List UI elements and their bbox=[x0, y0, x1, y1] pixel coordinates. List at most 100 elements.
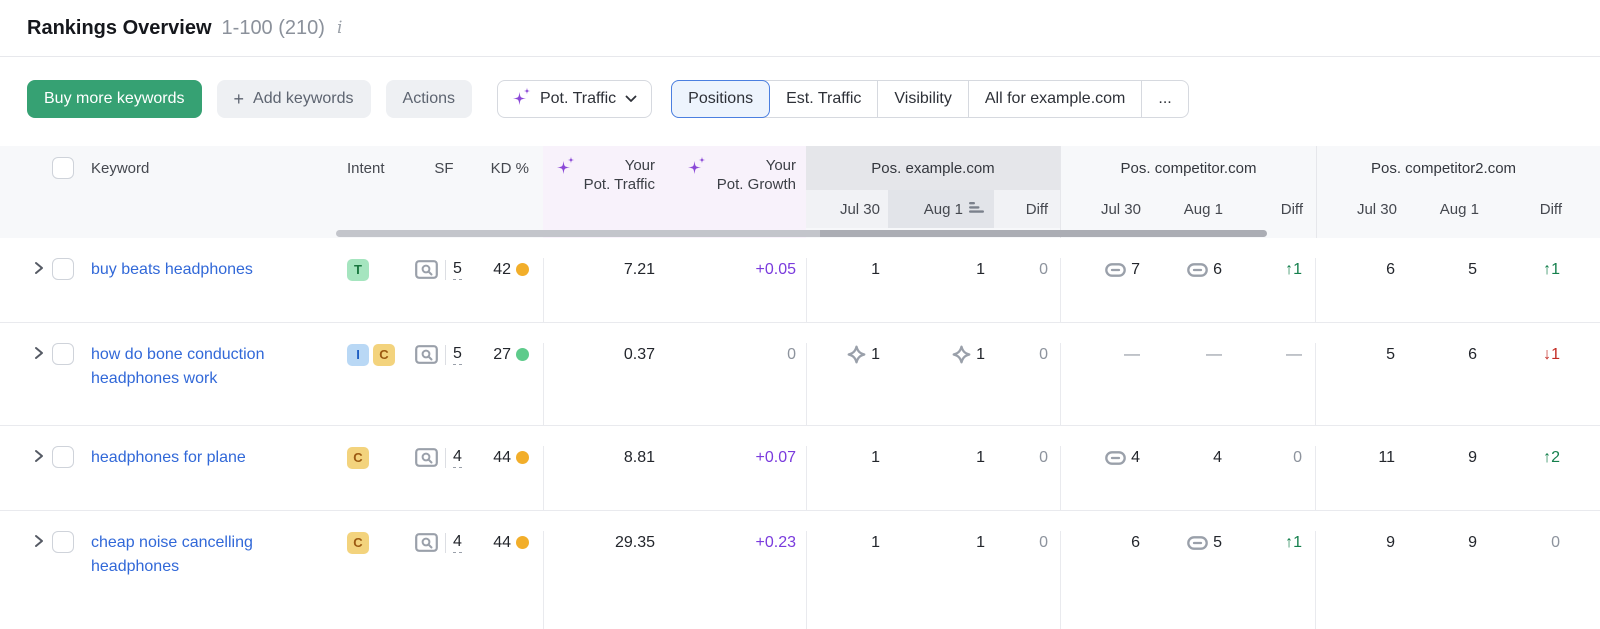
row-checkbox[interactable] bbox=[52, 531, 74, 553]
competitor2-aug1-cell: 5 bbox=[1405, 258, 1487, 322]
keyword-link[interactable]: headphones for plane bbox=[91, 449, 246, 466]
kd-difficulty-dot bbox=[516, 348, 529, 361]
serp-preview-icon[interactable] bbox=[415, 533, 438, 552]
column-header-example-diff[interactable]: Diff bbox=[994, 190, 1060, 228]
position-value: 1 bbox=[976, 448, 985, 466]
pot-traffic-value: 0.37 bbox=[623, 345, 655, 363]
result-range: 1-100 (210) bbox=[221, 16, 325, 39]
position-value: ↑1 bbox=[1285, 533, 1302, 551]
serp-features-cell: 4 bbox=[408, 446, 480, 510]
intent-badge-informational: I bbox=[347, 343, 369, 366]
column-header-pot-traffic[interactable]: Your Pot. Traffic bbox=[543, 146, 668, 238]
intent-badge-commercial: C bbox=[347, 531, 369, 554]
column-header-pot-growth[interactable]: Your Pot. Growth bbox=[668, 146, 806, 238]
keyword-link[interactable]: cheap noise cancelling headphones bbox=[91, 534, 253, 575]
kd-cell: 27 bbox=[480, 343, 543, 425]
column-header-example-aug1[interactable]: Aug 1 bbox=[888, 190, 994, 228]
position-value: 6 bbox=[1468, 345, 1477, 363]
expand-row-chevron-icon[interactable] bbox=[32, 534, 45, 548]
column-header-example-jul30[interactable]: Jul 30 bbox=[806, 190, 888, 228]
expand-row-chevron-icon[interactable] bbox=[32, 449, 45, 463]
column-header-competitor-aug1[interactable]: Aug 1 bbox=[1183, 200, 1223, 218]
competitor-jul30-cell: — bbox=[1060, 343, 1150, 425]
tab-est-traffic[interactable]: Est. Traffic bbox=[786, 90, 862, 107]
kd-cell: 44 bbox=[480, 446, 543, 510]
position-value: 0 bbox=[1039, 448, 1048, 466]
position-value: — bbox=[1124, 345, 1140, 363]
competitor-diff-cell: — bbox=[1232, 343, 1315, 425]
column-header-competitor2-diff[interactable]: Diff bbox=[1539, 200, 1562, 218]
intent-cell: C bbox=[336, 446, 408, 510]
group-title-competitor2: Pos. competitor2.com bbox=[1370, 159, 1517, 177]
column-header-keyword[interactable]: Keyword bbox=[91, 159, 150, 177]
pot-growth-value: +0.07 bbox=[755, 448, 796, 466]
page-header: Rankings Overview 1-100 (210) i bbox=[0, 0, 1600, 57]
sf-count[interactable]: 4 bbox=[453, 447, 462, 468]
example-aug1-cell: 1 bbox=[888, 446, 994, 510]
horizontal-scrollbar[interactable] bbox=[336, 230, 1267, 237]
table-body: buy beats headphones T 5 42 7.21 +0.05 1 1 0 7 6 ↑1… bbox=[0, 238, 1600, 629]
pot-traffic-cell: 29.35 bbox=[543, 531, 668, 629]
intent-badge-commercial: C bbox=[347, 446, 369, 469]
intent-cell: T bbox=[336, 258, 408, 322]
tab-visibility[interactable]: Visibility bbox=[877, 81, 968, 117]
row-expand bbox=[27, 343, 52, 425]
keyword-link[interactable]: buy beats headphones bbox=[91, 261, 253, 278]
expand-row-chevron-icon[interactable] bbox=[32, 346, 45, 360]
column-header-sf[interactable]: SF bbox=[434, 159, 454, 177]
position-value: 1 bbox=[871, 260, 880, 278]
expand-row-chevron-icon[interactable] bbox=[32, 261, 45, 275]
serp-preview-icon[interactable] bbox=[415, 345, 438, 364]
view-tabs: Positions Est. Traffic Visibility All for e… bbox=[671, 80, 1189, 118]
tab-positions[interactable]: Positions bbox=[671, 80, 771, 118]
competitor-aug1-cell: — bbox=[1150, 343, 1232, 425]
actions-button[interactable]: Actions bbox=[385, 80, 472, 118]
row-checkbox[interactable] bbox=[52, 446, 74, 468]
row-checkbox-cell bbox=[52, 446, 91, 510]
competitor-diff-cell: ↑1 bbox=[1232, 258, 1315, 322]
column-header-competitor-diff[interactable]: Diff bbox=[1280, 200, 1303, 218]
keyword-cell: headphones for plane bbox=[91, 446, 336, 510]
add-keywords-button[interactable]: + Add keywords bbox=[216, 80, 371, 118]
sparkle-icon bbox=[556, 156, 575, 179]
info-icon[interactable]: i bbox=[336, 18, 343, 38]
column-header-kd[interactable]: KD % bbox=[490, 159, 529, 177]
kd-value: 44 bbox=[493, 533, 511, 551]
column-header-competitor2-jul30[interactable]: Jul 30 bbox=[1356, 200, 1397, 218]
table-row: how do bone conduction headphones work I C… bbox=[0, 323, 1600, 426]
column-header-intent[interactable]: Intent bbox=[347, 159, 385, 177]
sf-count[interactable]: 4 bbox=[453, 532, 462, 553]
competitor2-jul30-cell: 5 bbox=[1315, 343, 1405, 425]
tab-all-for-example-com[interactable]: All for example.com bbox=[967, 81, 1142, 117]
buy-more-keywords-button[interactable]: Buy more keywords bbox=[27, 80, 202, 118]
row-checkbox[interactable] bbox=[52, 343, 74, 365]
sf-count[interactable]: 5 bbox=[453, 259, 462, 280]
tab-[interactable]: ... bbox=[1141, 81, 1187, 117]
kd-value: 42 bbox=[493, 260, 511, 278]
example-aug1-cell: 1 bbox=[888, 258, 994, 322]
column-group-example: Pos. example.com Jul 30 Aug 1 Diff bbox=[806, 146, 1060, 238]
pot-traffic-value: 8.81 bbox=[623, 448, 655, 466]
column-group-competitor: Pos. competitor.com Jul 30 Aug 1 Diff bbox=[1060, 146, 1316, 238]
pot-traffic-cell: 0.37 bbox=[543, 343, 668, 425]
position-value: 4 bbox=[1131, 448, 1140, 466]
row-checkbox-cell bbox=[52, 531, 91, 629]
row-checkbox[interactable] bbox=[52, 258, 74, 280]
position-value: 1 bbox=[976, 260, 985, 278]
serp-preview-icon[interactable] bbox=[415, 260, 438, 279]
pot-growth-cell: +0.05 bbox=[668, 258, 806, 322]
metric-selector[interactable]: Pot. Traffic bbox=[496, 80, 653, 118]
position-value: 1 bbox=[976, 533, 985, 551]
position-value: 9 bbox=[1468, 533, 1477, 551]
select-all-checkbox[interactable] bbox=[52, 157, 74, 179]
position-value: 6 bbox=[1386, 260, 1395, 278]
example-jul30-cell: 1 bbox=[806, 258, 888, 322]
serp-preview-icon[interactable] bbox=[415, 448, 438, 467]
column-header-competitor2-aug1[interactable]: Aug 1 bbox=[1439, 200, 1479, 218]
row-expand bbox=[27, 531, 52, 629]
column-header-competitor-jul30[interactable]: Jul 30 bbox=[1100, 200, 1141, 218]
keyword-link[interactable]: how do bone conduction headphones work bbox=[91, 346, 265, 387]
sf-count[interactable]: 5 bbox=[453, 344, 462, 365]
position-value: 0 bbox=[1039, 260, 1048, 278]
